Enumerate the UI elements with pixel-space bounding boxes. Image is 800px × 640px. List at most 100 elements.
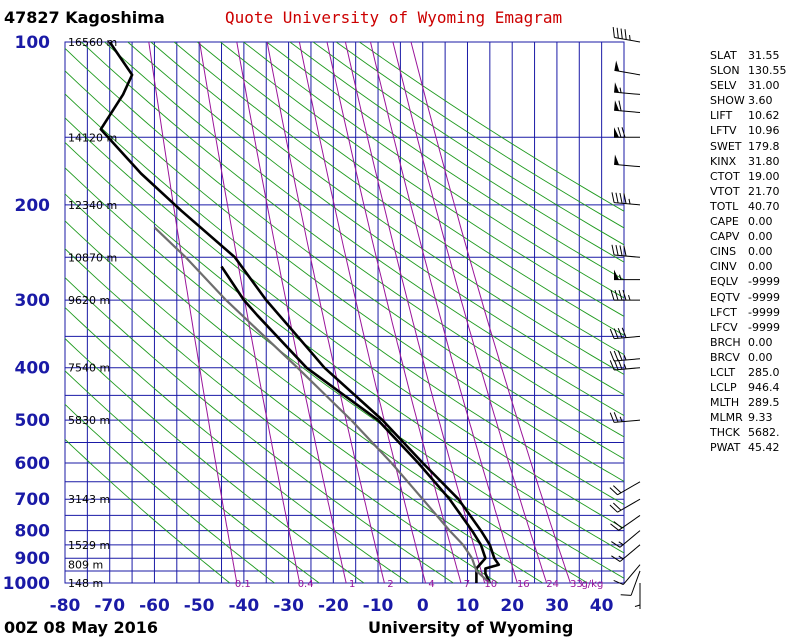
barb-staff (614, 109, 641, 114)
height-label: 1529 m (68, 539, 110, 552)
index-value: 3.60 (748, 94, 773, 108)
index-row: LIFT 10.62 (710, 108, 787, 123)
index-value: 0.00 (748, 215, 773, 229)
x-tick-label: -50 (184, 596, 215, 616)
mixing-ratio-labels: 0.1 0.4 1 2 4 7 10 16 24 33g/kg (235, 579, 603, 590)
mixing-ratio-line (326, 42, 462, 583)
barb-staff (617, 498, 641, 513)
dry-adiabat (197, 42, 624, 336)
barb-feather (620, 28, 623, 39)
height-labels: 16560 m 14120 m 12340 m 10870 m 9620 m 7540 m… (68, 36, 117, 590)
index-row: SWET 179.8 (710, 139, 787, 154)
index-row: EQLV -9999 (710, 274, 787, 289)
index-key: SLON (710, 64, 740, 78)
barb-feather (609, 504, 618, 513)
index-key: CINS (710, 245, 737, 259)
mixing-ratio-label: 10 (484, 579, 497, 590)
barb-feather (613, 580, 624, 586)
y-tick-label: 700 (15, 490, 51, 510)
index-value: -9999 (748, 320, 780, 334)
mixing-ratio-label: 0.4 (298, 579, 314, 590)
wind-barb (609, 412, 641, 423)
barb-staff (622, 564, 641, 585)
wind-barb (634, 583, 641, 609)
barb-half-feather (619, 87, 622, 93)
datetime-label: 00Z 08 May 2016 (4, 618, 159, 637)
wind-barb (610, 514, 641, 531)
barb-feather (610, 523, 620, 531)
wind-barb (611, 192, 641, 206)
x-tick-label: -20 (318, 596, 349, 616)
index-value: 31.80 (748, 154, 780, 168)
x-tick-label: -40 (229, 596, 260, 616)
barb-staff (617, 481, 641, 496)
index-row: KINX 31.80 (710, 154, 787, 169)
index-key: BRCV (710, 350, 740, 364)
barb-feather (614, 289, 619, 301)
index-row: CTOT 19.00 (710, 169, 787, 184)
barb-pennant (614, 82, 620, 93)
dry-adiabat (65, 117, 624, 529)
height-label: 5830 m (68, 414, 110, 427)
dewpoint-line (220, 265, 487, 583)
index-row: CINS 0.00 (710, 244, 787, 259)
y-tick-label: 900 (15, 549, 51, 569)
index-value: 285.0 (748, 365, 780, 379)
index-value: 45.42 (748, 441, 780, 455)
x-tick-label: 40 (590, 596, 614, 616)
barb-feather (609, 360, 615, 371)
wind-barb (611, 244, 641, 258)
barb-feather (609, 487, 618, 496)
height-label: 9620 m (68, 294, 110, 307)
dry-adiabat (289, 42, 624, 263)
index-value: -9999 (748, 275, 780, 289)
wind-barb (610, 289, 640, 301)
dry-adiabat (65, 248, 499, 583)
index-key: MLTH (710, 396, 740, 410)
index-value: 10.96 (748, 124, 780, 138)
index-key: EQTV (710, 290, 740, 304)
plot-frame (64, 41, 625, 584)
dry-adiabats (65, 42, 624, 583)
wind-barbs (609, 27, 641, 609)
barb-half-feather (618, 541, 624, 546)
index-key: CINV (710, 260, 737, 274)
wind-barb (609, 359, 641, 371)
dry-adiabat (65, 277, 454, 583)
mixing-ratio-lines (148, 42, 571, 583)
mixing-ratio-line (298, 42, 426, 583)
index-key: BRCH (710, 335, 741, 349)
index-key: SWET (710, 139, 742, 153)
wind-barb (611, 530, 641, 548)
source-label: University of Wyoming (368, 618, 574, 637)
dry-adiabat (65, 337, 365, 583)
index-row: SELV 31.00 (710, 78, 787, 93)
dry-adiabat (243, 42, 624, 299)
chart-title: Quote University of Wyoming Emagram (225, 8, 563, 27)
x-tick-label: -30 (273, 596, 304, 616)
dry-adiabat (65, 47, 624, 460)
barb-staff (614, 91, 641, 95)
barb-feather (617, 127, 622, 138)
barb-staff (614, 163, 641, 168)
index-key: PWAT (710, 441, 741, 455)
barb-feather (615, 245, 619, 256)
dry-adiabat (65, 438, 231, 583)
barb-feather (611, 192, 615, 203)
mixing-ratio-line (392, 42, 548, 583)
barb-feather (618, 289, 623, 301)
barb-feather (615, 192, 619, 204)
barb-staff (614, 419, 641, 423)
wind-barb (614, 82, 641, 95)
wind-barb (614, 127, 640, 138)
y-tick-label: 300 (15, 291, 51, 311)
dry-adiabat (127, 42, 624, 396)
y-tick-label: 600 (15, 454, 51, 474)
dry-adiabat (266, 42, 624, 281)
barb-feather (623, 245, 627, 257)
barb-feather (612, 27, 615, 38)
x-tick-label: 20 (500, 596, 524, 616)
index-row: EQTV -9999 (710, 290, 787, 305)
barb-feather (611, 244, 615, 256)
